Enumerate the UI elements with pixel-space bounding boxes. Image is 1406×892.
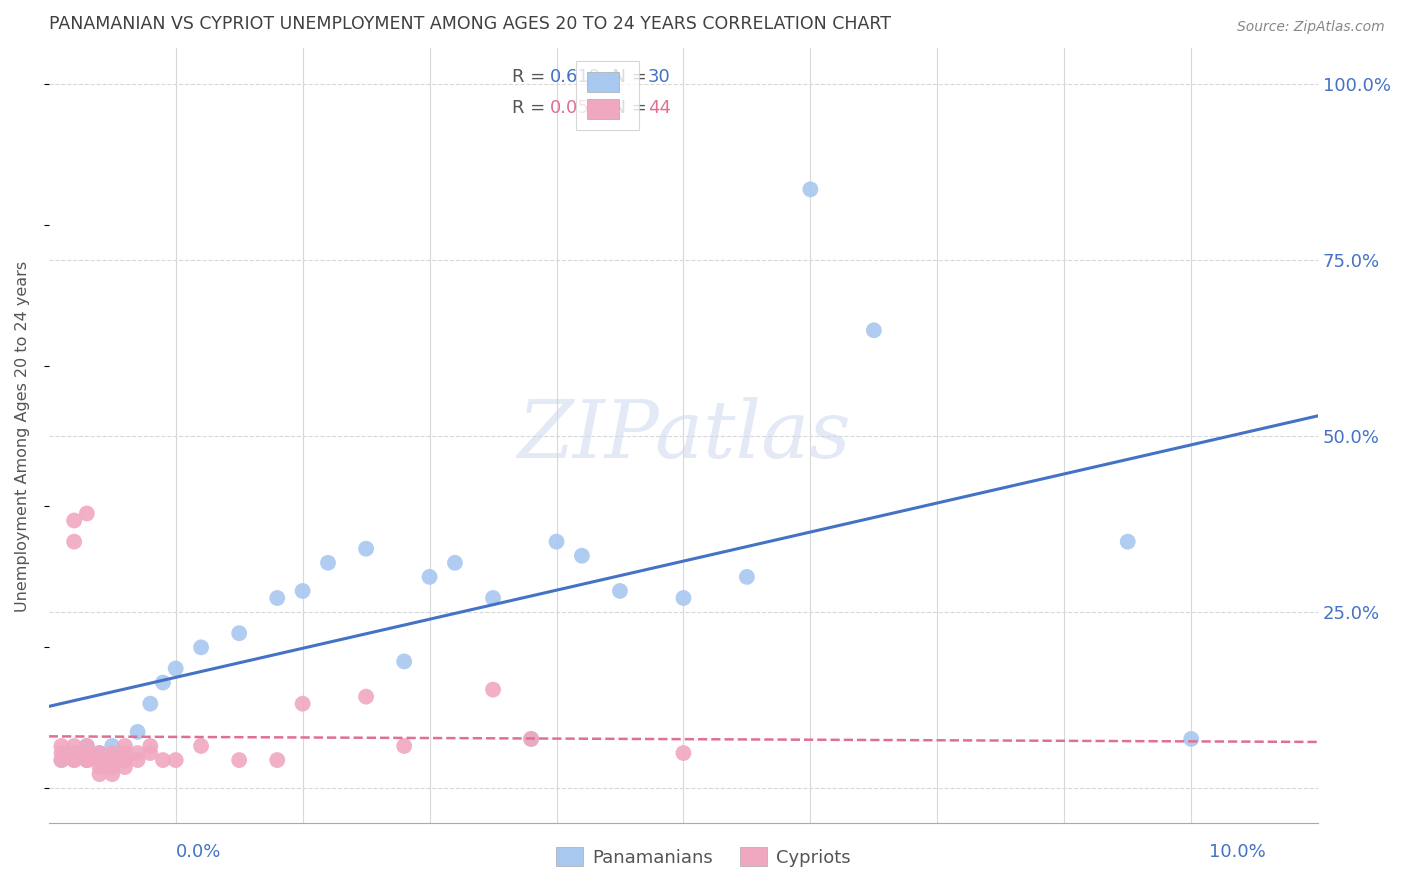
Point: [165, 661, 187, 675]
Point: [609, 584, 631, 599]
Point: [89, 746, 111, 760]
Text: R =: R =: [512, 99, 551, 117]
Point: [482, 591, 505, 605]
Point: [127, 746, 149, 760]
Text: R =: R =: [512, 68, 551, 86]
Point: [1180, 731, 1202, 746]
Text: 44: 44: [648, 99, 671, 117]
Point: [127, 753, 149, 767]
Point: [672, 746, 695, 760]
Text: PANAMANIAN VS CYPRIOT UNEMPLOYMENT AMONG AGES 20 TO 24 YEARS CORRELATION CHART: PANAMANIAN VS CYPRIOT UNEMPLOYMENT AMONG…: [49, 15, 891, 33]
Point: [291, 697, 314, 711]
Point: [520, 731, 543, 746]
Point: [63, 753, 86, 767]
Point: [51, 753, 73, 767]
Point: [114, 753, 136, 767]
Point: [63, 514, 86, 528]
Point: [152, 753, 174, 767]
Text: 30: 30: [648, 68, 671, 86]
Point: [114, 753, 136, 767]
Point: [165, 753, 187, 767]
Text: N =: N =: [600, 99, 652, 117]
Point: [101, 753, 124, 767]
Point: [266, 753, 288, 767]
Text: 0.0%: 0.0%: [176, 843, 221, 861]
Legend: Panamanians, Cypriots: Panamanians, Cypriots: [548, 840, 858, 874]
Point: [316, 556, 339, 570]
Point: [76, 753, 98, 767]
Point: [101, 739, 124, 753]
Point: [101, 746, 124, 760]
Point: [63, 746, 86, 760]
Point: [51, 739, 73, 753]
Point: [127, 724, 149, 739]
Text: 0.619: 0.619: [550, 68, 602, 86]
Point: [571, 549, 593, 563]
Point: [419, 570, 441, 584]
Point: [546, 534, 568, 549]
Point: [392, 655, 415, 669]
Point: [101, 760, 124, 774]
Point: [76, 753, 98, 767]
Point: [520, 731, 543, 746]
Point: [63, 753, 86, 767]
Legend: , : ,: [575, 62, 638, 130]
Point: [101, 760, 124, 774]
Point: [735, 570, 758, 584]
Point: [1116, 534, 1139, 549]
Y-axis label: Unemployment Among Ages 20 to 24 years: Unemployment Among Ages 20 to 24 years: [15, 260, 30, 612]
Text: 10.0%: 10.0%: [1209, 843, 1265, 861]
Point: [101, 767, 124, 781]
Point: [139, 739, 162, 753]
Point: [482, 682, 505, 697]
Point: [89, 767, 111, 781]
Point: [89, 746, 111, 760]
Text: ZIPatlas: ZIPatlas: [516, 397, 851, 475]
Point: [114, 746, 136, 760]
Point: [354, 541, 377, 556]
Point: [444, 556, 467, 570]
Point: [89, 760, 111, 774]
Point: [190, 640, 212, 655]
Point: [291, 584, 314, 599]
Point: [76, 739, 98, 753]
Point: [672, 591, 695, 605]
Point: [63, 739, 86, 753]
Point: [266, 591, 288, 605]
Point: [863, 323, 886, 337]
Text: N =: N =: [600, 68, 652, 86]
Point: [76, 507, 98, 521]
Point: [114, 760, 136, 774]
Point: [152, 675, 174, 690]
Point: [76, 753, 98, 767]
Text: Source: ZipAtlas.com: Source: ZipAtlas.com: [1237, 20, 1385, 34]
Point: [51, 746, 73, 760]
Point: [89, 753, 111, 767]
Point: [89, 753, 111, 767]
Point: [228, 753, 250, 767]
Point: [799, 182, 821, 196]
Point: [51, 753, 73, 767]
Point: [76, 739, 98, 753]
Point: [139, 697, 162, 711]
Point: [392, 739, 415, 753]
Point: [228, 626, 250, 640]
Point: [63, 534, 86, 549]
Point: [76, 746, 98, 760]
Point: [139, 746, 162, 760]
Point: [354, 690, 377, 704]
Point: [190, 739, 212, 753]
Text: 0.055: 0.055: [550, 99, 602, 117]
Point: [63, 746, 86, 760]
Point: [114, 739, 136, 753]
